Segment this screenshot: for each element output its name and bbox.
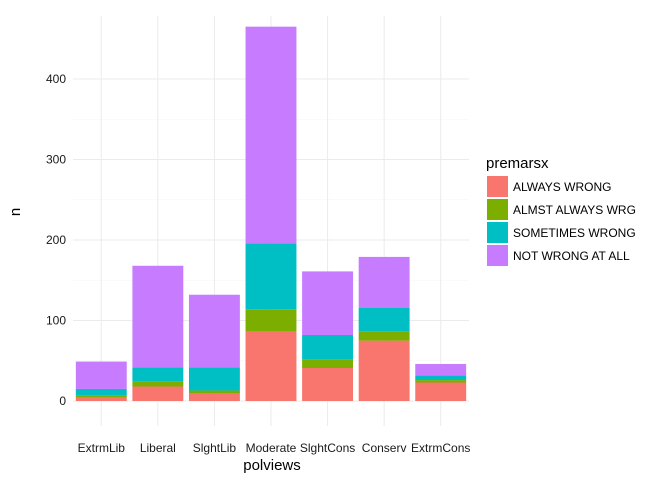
bar-segment [188,390,240,394]
legend: premarsx ALWAYS WRONG ALMST ALWAYS WRG SOM… [486,155,636,266]
bar-segment [132,265,184,368]
x-tick-label: Conserv [362,441,407,455]
y-tick-label: 300 [46,153,66,167]
bar-segment [188,393,240,401]
bar-segment [358,331,410,341]
bar-segment [75,361,127,389]
bar-segment [245,26,297,244]
legend-title: premarsx [486,155,549,172]
bar-segment [415,375,467,381]
bar-segment [358,307,410,332]
bar-segment [132,367,184,382]
bar-segment [245,243,297,310]
x-axis-title: polviews [243,457,301,474]
bar-segment [302,359,354,368]
bar-segment [358,340,410,402]
legend-label: SOMETIMES WRONG [513,226,636,240]
y-tick-label: 200 [46,233,66,247]
x-tick-label: ExtrmLib [78,441,126,455]
bar-segment [415,380,467,383]
legend-key [487,199,508,220]
x-tick-label: SlghtLib [193,441,237,455]
bar-segment [358,256,410,308]
legend-key [487,222,508,243]
legend-label: ALWAYS WRONG [513,180,611,194]
legend-key [487,245,508,266]
bar-segment [188,367,240,391]
x-tick-label: Moderate [246,441,297,455]
bar-segment [75,395,127,398]
bar-segment [132,386,184,401]
x-tick-label: SlghtCons [300,441,355,455]
bar-segment [75,397,127,401]
bar-segment [132,381,184,387]
y-tick-label: 100 [46,314,66,328]
x-tick-label: ExtrmCons [411,441,470,455]
y-axis-title: n [7,208,24,216]
bar-segment [415,382,467,401]
bar-segment [302,368,354,401]
bar-segment [245,331,297,401]
bar-segment [415,363,467,376]
x-tick-label: Liberal [140,441,176,455]
y-axis: 0 100 200 300 400 [46,72,66,408]
y-tick-label: 400 [46,72,66,86]
bar-segment [302,271,354,335]
bars [75,26,467,402]
x-axis: ExtrmLib Liberal SlghtLib Moderate SlghtCons… [78,441,471,455]
bar-segment [245,309,297,332]
legend-key [487,176,508,197]
bar-segment [75,388,127,396]
bar-segment [188,294,240,368]
legend-label: ALMST ALWAYS WRG [513,203,636,217]
legend-label: NOT WRONG AT ALL [513,249,630,263]
bar-segment [302,334,354,360]
y-tick-label: 0 [59,394,66,408]
